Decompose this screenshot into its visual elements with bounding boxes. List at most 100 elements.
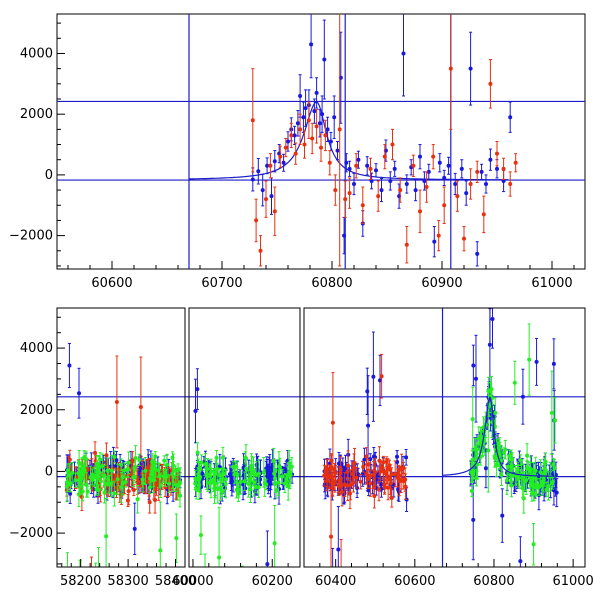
blue-measurement xyxy=(453,172,458,196)
data-point xyxy=(303,106,308,111)
red-measurement xyxy=(390,128,395,161)
data-point xyxy=(327,160,332,165)
red-measurement xyxy=(264,180,268,218)
green-measurement xyxy=(158,501,163,567)
red-measurement xyxy=(368,470,373,497)
red-measurement xyxy=(488,59,493,109)
data-point xyxy=(107,482,112,487)
data-point xyxy=(418,209,422,214)
green-measurement xyxy=(115,463,120,495)
green-measurement xyxy=(549,370,554,455)
data-point xyxy=(358,479,363,484)
data-point xyxy=(513,160,518,165)
data-point xyxy=(212,486,217,491)
data-point xyxy=(278,154,283,159)
data-point xyxy=(329,466,334,471)
data-point xyxy=(378,378,383,383)
data-point xyxy=(319,145,323,150)
data-point xyxy=(243,486,248,491)
data-point xyxy=(123,480,128,485)
data-point xyxy=(249,471,254,476)
data-point xyxy=(343,197,348,202)
data-point xyxy=(143,468,148,473)
y-tick-label: 2000 xyxy=(20,403,53,418)
data-point xyxy=(250,118,255,123)
data-point xyxy=(73,478,78,483)
data-point xyxy=(148,476,153,481)
data-point xyxy=(424,185,429,190)
green-measurement xyxy=(288,462,293,484)
blue-measurement xyxy=(365,367,370,416)
red-measurement xyxy=(329,453,334,484)
red-measurement xyxy=(442,186,447,224)
blue-measurement xyxy=(459,159,464,179)
data-point xyxy=(130,458,135,463)
red-measurement xyxy=(339,478,344,495)
data-point xyxy=(471,363,476,368)
data-point xyxy=(70,593,74,597)
data-point xyxy=(80,489,85,494)
blue-measurement xyxy=(256,158,261,185)
data-point xyxy=(376,194,381,199)
red-measurement xyxy=(310,122,315,155)
data-point xyxy=(332,115,337,120)
red-measurement xyxy=(364,447,369,466)
data-point xyxy=(330,420,335,425)
data-point xyxy=(271,458,276,463)
data-point xyxy=(280,474,285,479)
blue-measurement xyxy=(265,157,270,175)
green-measurement xyxy=(102,481,107,504)
blue-measurement xyxy=(347,160,352,177)
data-point xyxy=(501,166,506,171)
data-point xyxy=(195,387,200,392)
data-point xyxy=(436,233,441,238)
red-measurement xyxy=(343,180,348,218)
data-point xyxy=(98,479,103,484)
green-measurement xyxy=(175,471,180,501)
green-measurement xyxy=(234,481,239,499)
data-point xyxy=(342,482,347,487)
data-point xyxy=(242,479,247,484)
blue-measurement xyxy=(479,163,484,180)
red-measurement xyxy=(382,144,387,170)
data-point xyxy=(220,455,225,460)
data-point xyxy=(174,536,179,541)
data-point xyxy=(283,145,288,150)
data-point xyxy=(333,188,338,193)
data-point xyxy=(68,491,73,496)
data-point xyxy=(301,115,306,120)
data-point xyxy=(133,455,138,460)
data-point xyxy=(272,159,277,164)
data-point xyxy=(354,475,359,480)
data-point xyxy=(372,485,377,490)
data-point xyxy=(377,458,382,463)
data-point xyxy=(484,182,488,186)
data-point xyxy=(364,454,369,459)
red-measurement xyxy=(147,490,152,514)
blue-measurement xyxy=(286,131,290,152)
red-measurement xyxy=(383,458,388,490)
y-tick-label: 0 xyxy=(45,464,53,479)
green-measurement xyxy=(204,462,209,490)
data-point xyxy=(531,542,536,547)
red-measurement xyxy=(283,137,288,158)
data-point xyxy=(404,242,409,247)
blue-measurement xyxy=(301,101,306,133)
data-point xyxy=(325,127,330,132)
data-point xyxy=(286,139,290,144)
green-measurement xyxy=(150,453,155,471)
data-point xyxy=(488,157,493,162)
data-point xyxy=(373,469,378,474)
data-point xyxy=(339,484,344,489)
data-point xyxy=(279,593,283,597)
blue-measurement xyxy=(272,150,277,173)
green-measurement xyxy=(98,452,103,467)
green-measurement xyxy=(90,474,95,486)
data-point xyxy=(131,488,136,493)
blue-measurement xyxy=(332,95,337,139)
top-plot-area xyxy=(57,14,585,269)
data-point xyxy=(455,194,460,199)
data-point xyxy=(354,163,359,168)
blue-measurement xyxy=(281,153,286,172)
